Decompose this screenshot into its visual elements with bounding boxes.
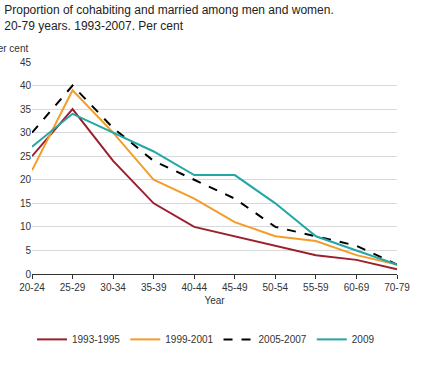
svg-text:25-29: 25-29 xyxy=(60,282,86,293)
svg-text:50-54: 50-54 xyxy=(263,282,289,293)
svg-text:35: 35 xyxy=(20,104,32,115)
svg-text:Per cent: Per cent xyxy=(0,43,28,54)
svg-text:60-69: 60-69 xyxy=(344,282,370,293)
svg-text:Year: Year xyxy=(204,295,225,306)
svg-text:40: 40 xyxy=(20,80,32,91)
svg-text:10: 10 xyxy=(20,221,32,232)
svg-text:5: 5 xyxy=(25,245,31,256)
svg-text:45-49: 45-49 xyxy=(222,282,248,293)
svg-text:55-59: 55-59 xyxy=(303,282,329,293)
svg-text:25: 25 xyxy=(20,151,32,162)
svg-text:45: 45 xyxy=(20,57,32,68)
svg-text:30: 30 xyxy=(20,127,32,138)
svg-text:2005-2007: 2005-2007 xyxy=(259,334,307,345)
svg-text:2009: 2009 xyxy=(352,334,375,345)
svg-text:Proportion of cohabiting and m: Proportion of cohabiting and married amo… xyxy=(4,3,334,33)
svg-text:40-44: 40-44 xyxy=(181,282,207,293)
svg-text:35-39: 35-39 xyxy=(141,282,167,293)
svg-text:0: 0 xyxy=(25,269,31,280)
svg-text:70-79: 70-79 xyxy=(384,282,410,293)
svg-text:15: 15 xyxy=(20,198,32,209)
svg-text:1999-2001: 1999-2001 xyxy=(165,334,213,345)
svg-text:20-24: 20-24 xyxy=(19,282,45,293)
svg-text:30-34: 30-34 xyxy=(100,282,126,293)
svg-text:1993-1995: 1993-1995 xyxy=(72,334,120,345)
svg-text:20: 20 xyxy=(20,174,32,185)
